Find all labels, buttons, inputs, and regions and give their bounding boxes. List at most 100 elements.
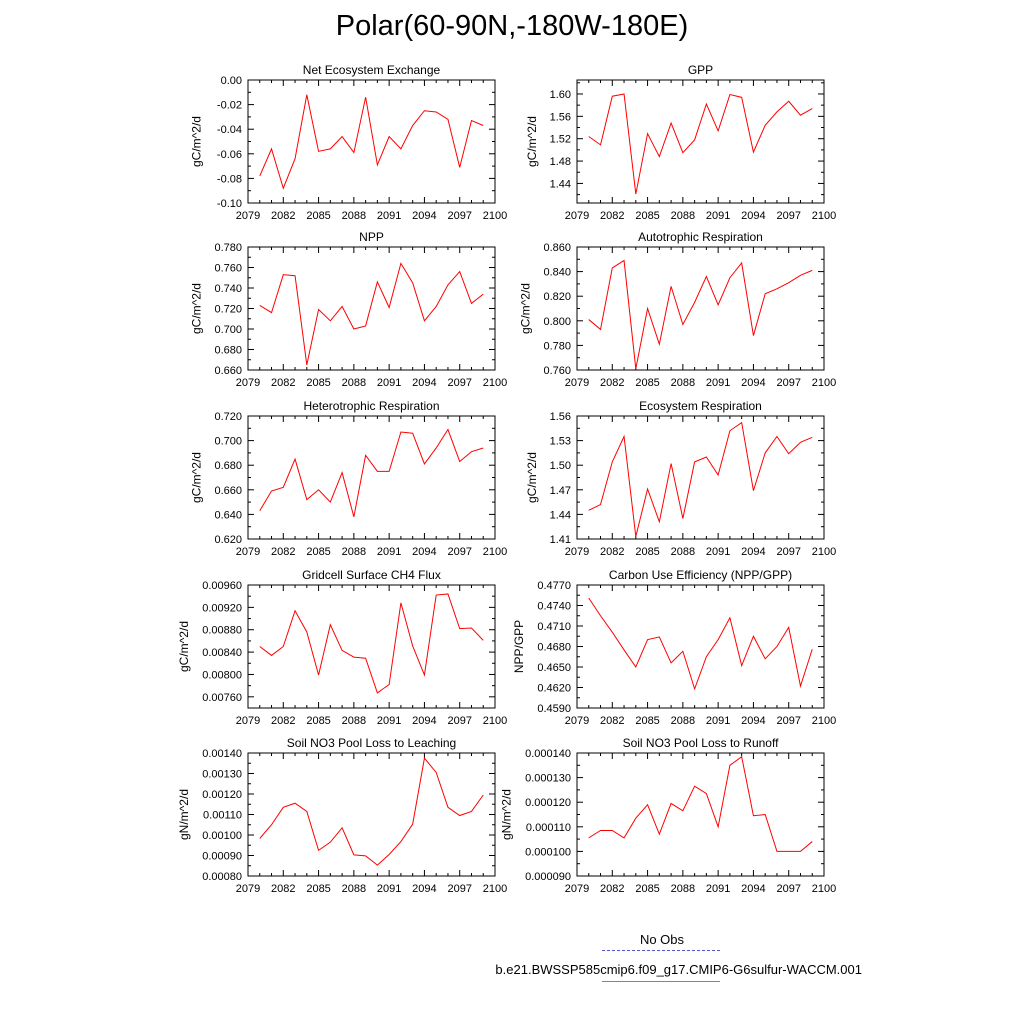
series-line xyxy=(588,597,813,691)
chart-title: Ecosystem Respiration xyxy=(639,399,762,413)
y-tick-label: 0.780 xyxy=(214,242,242,254)
y-tick-label: 0.720 xyxy=(214,411,242,423)
y-tick-label: 0.4770 xyxy=(537,580,571,592)
y-axis-label: gC/m^2/d xyxy=(525,452,539,503)
y-tick-label: 1.52 xyxy=(550,134,571,146)
x-tick-label: 2097 xyxy=(776,883,800,895)
x-tick-label: 2094 xyxy=(741,715,765,727)
x-tick-label: 2100 xyxy=(812,377,836,389)
chart-title: Heterotrophic Respiration xyxy=(303,399,439,413)
x-tick-label: 2097 xyxy=(447,546,471,558)
chart-soil-no3-pool-loss-to-runoff: Soil NO3 Pool Loss to Runoff 2079 2082 2085… xyxy=(500,736,837,895)
x-tick-label: 2094 xyxy=(741,883,765,895)
y-tick-label: -0.10 xyxy=(217,198,242,210)
y-tick-label: -0.04 xyxy=(217,124,242,136)
x-tick-label: 2091 xyxy=(377,546,401,558)
chart-title: Soil NO3 Pool Loss to Runoff xyxy=(623,736,780,750)
plot-frame xyxy=(247,415,496,540)
y-tick-label: 1.56 xyxy=(550,411,571,423)
y-axis-label: gN/m^2/d xyxy=(500,789,514,840)
y-axis-label: gC/m^2/d xyxy=(525,116,539,167)
x-tick-label: 2091 xyxy=(377,715,401,727)
y-tick-label: 0.00760 xyxy=(202,692,242,704)
x-tick-label: 2088 xyxy=(342,883,366,895)
y-tick-label: 0.00130 xyxy=(202,769,242,781)
chart-title: GPP xyxy=(688,63,713,77)
x-tick-label: 2079 xyxy=(236,715,260,727)
x-tick-label: 2088 xyxy=(671,377,695,389)
chart-gpp: GPP 2079 2082 2085 2088 2091 2094 2097 2100 1.44 1… xyxy=(525,63,836,222)
x-tick-label: 2085 xyxy=(635,377,659,389)
x-tick-label: 2082 xyxy=(271,210,295,222)
y-tick-label: 0.820 xyxy=(543,291,571,303)
y-tick-label: 0.00920 xyxy=(202,602,242,614)
x-tick-label: 2094 xyxy=(412,715,436,727)
y-tick-label: 1.41 xyxy=(550,534,571,546)
series-line xyxy=(259,428,484,517)
x-tick-label: 2088 xyxy=(342,715,366,727)
page-title: Polar(60-90N,-180W-180E) xyxy=(335,10,689,42)
y-tick-label: 0.680 xyxy=(214,460,242,472)
y-axis-label: gN/m^2/d xyxy=(177,789,191,840)
x-tick-label: 2091 xyxy=(377,210,401,222)
x-tick-label: 2088 xyxy=(342,210,366,222)
y-tick-label: 0.000120 xyxy=(525,797,571,809)
x-tick-label: 2085 xyxy=(635,546,659,558)
x-tick-label: 2079 xyxy=(565,210,589,222)
y-tick-label: 0.000130 xyxy=(525,773,571,785)
legend-solid-line xyxy=(602,981,720,982)
series-line xyxy=(588,259,813,369)
y-tick-label: 0.800 xyxy=(543,316,571,328)
x-tick-label: 2088 xyxy=(671,210,695,222)
chart-gridcell-surface-ch4-flux: Gridcell Surface CH4 Flux 2079 2082 2085 208… xyxy=(177,568,507,727)
y-tick-label: 0.000090 xyxy=(525,871,571,883)
x-tick-label: 2082 xyxy=(271,546,295,558)
x-tick-label: 2091 xyxy=(706,546,730,558)
y-tick-label: 0.4620 xyxy=(537,683,571,695)
x-tick-label: 2091 xyxy=(706,715,730,727)
y-tick-label: 1.47 xyxy=(550,485,571,497)
x-tick-label: 2100 xyxy=(812,883,836,895)
y-tick-label: 1.44 xyxy=(550,178,571,190)
x-tick-label: 2082 xyxy=(271,883,295,895)
x-tick-label: 2079 xyxy=(236,210,260,222)
x-tick-label: 2088 xyxy=(342,377,366,389)
y-tick-label: 0.860 xyxy=(543,242,571,254)
y-tick-label: 0.680 xyxy=(214,345,242,357)
x-tick-label: 2091 xyxy=(377,883,401,895)
legend: No Obs b.e21.BWSSP585cmip6.f09_g17.CMIP6… xyxy=(430,932,990,1002)
plot-frame xyxy=(576,584,825,709)
y-tick-label: 0.4740 xyxy=(537,601,571,613)
chart-ecosystem-respiration: Ecosystem Respiration 2079 2082 2085 2088 209… xyxy=(525,399,836,558)
y-tick-label: 0.620 xyxy=(214,534,242,546)
y-axis-label: gC/m^2/d xyxy=(190,283,204,334)
y-axis-label: NPP/GPP xyxy=(512,620,526,673)
x-tick-label: 2097 xyxy=(776,210,800,222)
x-tick-label: 2100 xyxy=(483,546,507,558)
y-tick-label: 1.50 xyxy=(550,460,571,472)
y-tick-label: 0.00140 xyxy=(202,748,242,760)
y-tick-label: 0.660 xyxy=(214,485,242,497)
x-tick-label: 2091 xyxy=(706,210,730,222)
y-tick-label: -0.06 xyxy=(217,149,242,161)
legend-item-no-obs: No Obs xyxy=(602,932,722,951)
x-tick-label: 2097 xyxy=(447,883,471,895)
series-line xyxy=(259,756,484,866)
x-tick-label: 2094 xyxy=(412,377,436,389)
chart-soil-no3-pool-loss-to-leaching: Soil NO3 Pool Loss to Leaching 2079 2082 20… xyxy=(177,736,507,895)
y-tick-label: 0.00880 xyxy=(202,625,242,637)
x-tick-label: 2085 xyxy=(306,715,330,727)
x-tick-label: 2097 xyxy=(776,546,800,558)
x-tick-label: 2100 xyxy=(812,210,836,222)
x-tick-label: 2091 xyxy=(706,883,730,895)
y-tick-label: 0.640 xyxy=(214,509,242,521)
x-tick-label: 2100 xyxy=(483,377,507,389)
legend-label: No Obs xyxy=(639,932,685,947)
x-tick-label: 2082 xyxy=(600,546,624,558)
chart-npp: NPP 2079 2082 2085 2088 2091 2094 2097 2100 0.660… xyxy=(190,230,508,389)
plot-frame xyxy=(247,246,496,371)
x-tick-label: 2094 xyxy=(412,546,436,558)
chart-autotrophic-respiration: Autotrophic Respiration 2079 2082 2085 2088 2… xyxy=(519,230,837,389)
x-tick-label: 2079 xyxy=(236,883,260,895)
series-line xyxy=(259,593,484,694)
